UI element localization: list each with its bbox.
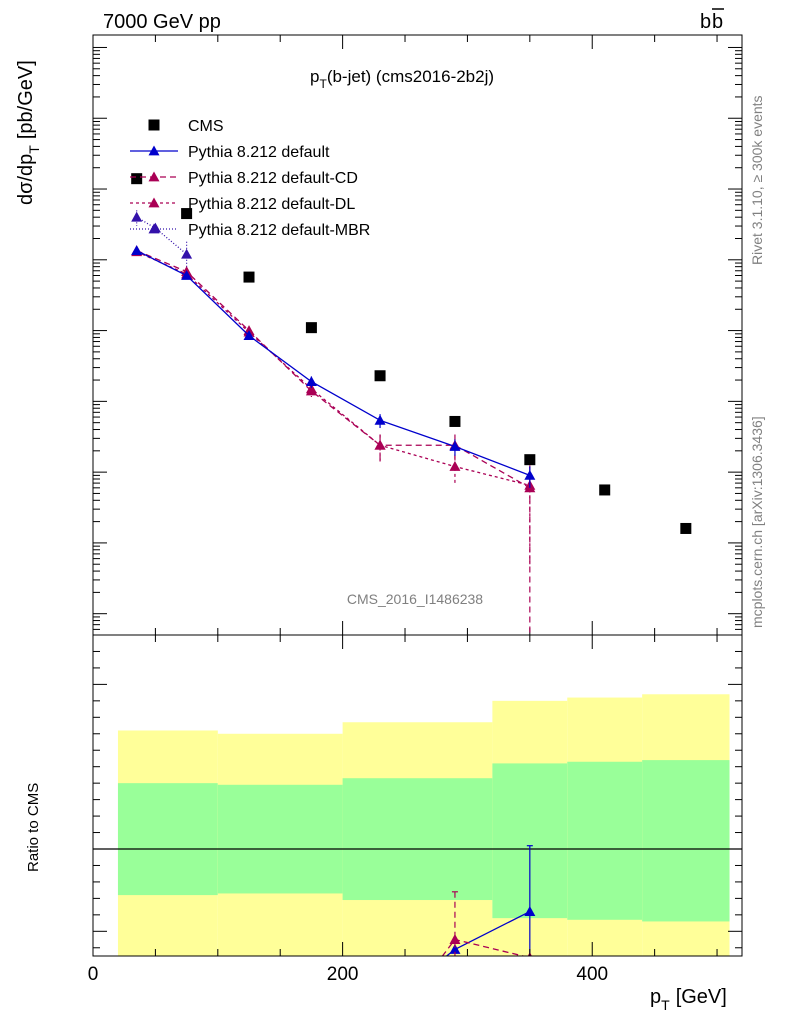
y-tick-label: 10−3 — [44, 600, 80, 626]
y-axis-label: dσ/dpT[pb/GeV] — [15, 60, 42, 205]
legend-label: Pythia 8.212 default-DL — [188, 196, 355, 213]
x-tick-label: 200 — [327, 964, 359, 985]
ratio-plot-frame — [92, 634, 743, 957]
data-point — [449, 943, 461, 954]
series-pythia-8-212-default-cd — [131, 245, 536, 635]
series-pythia-8-212-default-dl — [131, 246, 536, 565]
data-point — [181, 248, 193, 259]
ratio-y-tick-label: 1 — [752, 840, 763, 861]
data-point — [599, 484, 611, 496]
x-tick-label: 400 — [576, 964, 608, 985]
ratio-y-tick-label: 0.5 — [54, 922, 80, 943]
band-green — [567, 761, 643, 920]
data-point — [449, 441, 461, 451]
data-point — [449, 934, 461, 944]
data-point — [305, 322, 317, 334]
y-tick-label: 104 — [52, 104, 80, 130]
header-energy: 7000 GeV pp — [103, 11, 221, 33]
data-point — [243, 330, 255, 340]
legend-entry: Pythia 8.212 default-MBR — [130, 222, 370, 239]
y-tick-label: 1 — [69, 392, 80, 413]
ratio-y-tick-label: 0.5 — [752, 922, 778, 943]
series-pythia-8-212-default-mbr — [131, 210, 193, 276]
rivet-label: Rivet 3.1.10, ≥ 300k events — [749, 95, 765, 265]
legend-label: Pythia 8.212 default-MBR — [188, 222, 370, 239]
data-point — [374, 439, 386, 450]
band-green — [217, 784, 343, 894]
legend-label: Pythia 8.212 default-CD — [188, 170, 358, 187]
legend-marker — [148, 197, 160, 208]
series-line — [136, 251, 530, 487]
y-tick-label: 10−1 — [44, 458, 80, 484]
ratio-series-pythia-8-212-default — [445, 845, 536, 956]
band-green — [642, 760, 730, 922]
legend: CMS Pythia 8.212 default Pythia 8.212 defa… — [130, 118, 370, 239]
series-line — [136, 249, 531, 476]
data-point — [374, 414, 386, 425]
band-green — [342, 778, 493, 901]
legend-label: CMS — [188, 118, 224, 135]
data-point — [181, 270, 193, 280]
mcplots-label: mcplots.cern.ch [arXiv:1306.3436] — [749, 416, 765, 628]
legend-entry: Pythia 8.212 default — [130, 144, 330, 161]
ratio-y-axis-label: Ratio to CMS — [25, 783, 42, 872]
ratio-plot-content: 0.5 0.5 1 1 2 2 — [54, 650, 778, 956]
data-point — [131, 245, 143, 255]
svg-text:b: b — [700, 11, 711, 33]
legend-label: Pythia 8.212 default — [188, 144, 330, 161]
series-line — [136, 216, 188, 255]
y-tick-label: 103 — [52, 175, 80, 201]
legend-entry: CMS — [148, 118, 224, 135]
legend-marker — [148, 119, 160, 131]
data-point — [305, 376, 317, 387]
band-green — [117, 783, 218, 896]
ratio-y-tick-label: 2 — [69, 675, 80, 696]
series-pythia-8-212-default — [131, 245, 536, 488]
series-cms — [131, 173, 692, 534]
legend-marker — [148, 145, 160, 156]
data-point — [449, 415, 461, 427]
header-process: b b — [700, 8, 724, 33]
legend-entry: Pythia 8.212 default-DL — [130, 196, 355, 213]
ratio-y-tick-label: 1 — [69, 840, 80, 861]
x-axis-label: pT [GeV] — [650, 986, 727, 1013]
analysis-watermark: CMS_2016_I1486238 — [347, 591, 483, 607]
x-tick-label: 0 — [88, 964, 99, 985]
data-point — [131, 211, 143, 222]
y-tick-label: 10 — [59, 322, 80, 343]
plot-title: pT(b-jet) (cms2016-2b2j) — [310, 67, 494, 91]
y-tick-label: 105 — [52, 33, 80, 59]
ratio-y-tick-label: 2 — [752, 675, 763, 696]
ratio-series-pythia-8-212-default-cd — [441, 891, 532, 956]
data-point — [680, 522, 692, 534]
legend-entry: Pythia 8.212 default-CD — [130, 170, 358, 187]
svg-text:b: b — [712, 11, 723, 33]
data-point — [449, 461, 461, 471]
legend-marker — [148, 223, 160, 234]
legend-marker — [148, 171, 160, 182]
data-point — [524, 469, 536, 480]
data-point — [181, 208, 193, 220]
data-point — [524, 454, 536, 466]
data-point — [524, 906, 536, 916]
data-point — [243, 271, 255, 283]
data-point — [131, 173, 143, 185]
data-point — [305, 385, 317, 396]
data-point — [374, 370, 386, 382]
y-tick-label: 10−2 — [44, 529, 80, 555]
y-tick-label: 102 — [52, 246, 80, 272]
